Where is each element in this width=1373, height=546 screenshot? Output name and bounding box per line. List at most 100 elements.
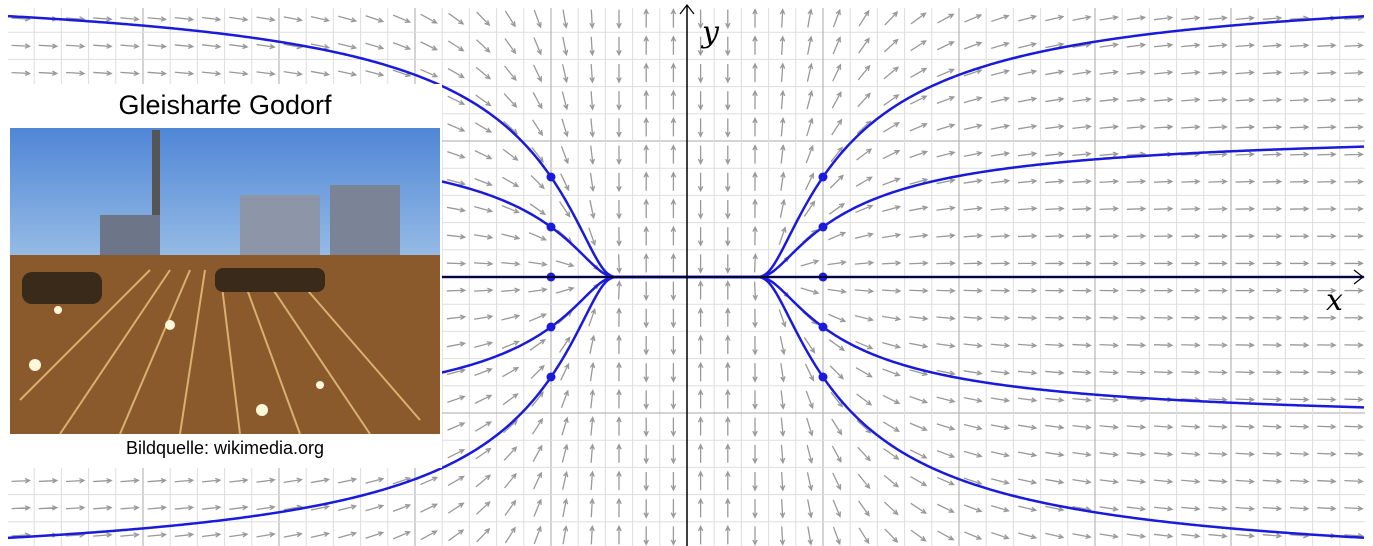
slope-arrow [670, 198, 677, 218]
slope-arrow [670, 8, 677, 28]
slope-arrow [560, 362, 570, 381]
slope-arrow [1317, 478, 1337, 484]
slope-arrow [1072, 397, 1092, 403]
slope-arrow [1153, 451, 1174, 457]
slope-arrow [1181, 97, 1201, 103]
slope-arrow [780, 144, 786, 164]
slope-arrow [643, 35, 649, 55]
slope-arrow [1018, 424, 1038, 431]
slope-arrow [725, 497, 731, 518]
slope-arrow [752, 198, 758, 219]
slope-arrow [1017, 315, 1038, 321]
slope-arrow [1289, 505, 1310, 512]
slope-arrow [528, 313, 548, 322]
slope-arrow [1235, 178, 1256, 185]
slope-arrow [827, 288, 847, 295]
slope-arrow [806, 417, 814, 437]
slope-arrow [806, 90, 814, 110]
slope-arrow [616, 36, 622, 57]
slope-arrow [909, 260, 929, 266]
slope-arrow [1235, 42, 1256, 49]
slope-arrow [1126, 233, 1147, 239]
slope-arrow [365, 42, 385, 50]
slope-arrow [256, 504, 276, 511]
slope-arrow [310, 43, 331, 50]
slope-arrow [1235, 233, 1256, 239]
slope-arrow [501, 287, 521, 293]
slope-arrow [963, 287, 984, 294]
slope-arrow [1235, 315, 1256, 321]
slope-arrow [474, 367, 493, 377]
slope-arrow [725, 307, 731, 327]
slope-arrow [365, 477, 385, 484]
slope-arrow [963, 68, 983, 77]
slope-arrow [1289, 206, 1310, 212]
slope-arrow [832, 63, 842, 82]
slope-arrow [174, 16, 195, 22]
slope-arrow [1045, 14, 1065, 22]
slope-arrow [1181, 424, 1201, 430]
slope-arrow [881, 288, 902, 294]
slope-arrow [1262, 342, 1283, 348]
slope-arrow [1208, 69, 1228, 76]
slope-arrow [779, 8, 786, 28]
slope-arrow [1208, 178, 1228, 185]
slope-arrow [807, 8, 813, 28]
slope-arrow [420, 476, 439, 486]
slope-arrow [1072, 424, 1092, 430]
slope-arrow [1317, 97, 1337, 103]
slope-arrow [1289, 69, 1310, 76]
slope-arrow [831, 418, 843, 436]
slope-arrow [670, 171, 677, 191]
slope-arrow [909, 177, 929, 185]
slope-arrow [1018, 96, 1038, 103]
slope-arrow [365, 15, 385, 23]
slope-arrow [643, 225, 649, 246]
slope-arrow [643, 281, 649, 302]
slope-arrow [1017, 233, 1038, 239]
slope-arrow [147, 70, 168, 77]
slope-arrow [1235, 342, 1256, 348]
slope-arrow [532, 444, 543, 463]
slope-arrow [1099, 42, 1119, 48]
slope-arrow [1099, 233, 1120, 239]
slope-arrow [1099, 124, 1120, 130]
slope-arrow [1208, 287, 1228, 294]
slope-arrow [1072, 478, 1092, 485]
slope-arrow [616, 91, 622, 111]
slope-arrow [1099, 69, 1120, 76]
slope-arrow [1126, 178, 1147, 185]
slope-arrow [883, 94, 900, 106]
slope-arrow [779, 35, 786, 55]
slope-arrow [1018, 532, 1038, 540]
slope-arrow [857, 473, 871, 490]
slope-arrow [1045, 233, 1065, 239]
slope-arrow [589, 145, 596, 166]
slope-arrow [1072, 533, 1092, 540]
slope-arrow [1289, 124, 1310, 130]
slope-arrow [643, 198, 649, 218]
slope-arrow [1344, 260, 1364, 267]
slope-arrow [1045, 178, 1065, 185]
slope-arrow [1072, 14, 1092, 21]
slope-arrow [936, 150, 956, 158]
slope-arrow [725, 118, 731, 138]
slope-arrow [1099, 342, 1120, 348]
slope-arrow [990, 260, 1011, 267]
slope-arrow [725, 91, 731, 111]
slope-arrow [909, 342, 929, 349]
slope-arrow [964, 14, 983, 23]
slope-arrow [752, 499, 758, 519]
slope-arrow [936, 423, 956, 431]
slope-arrow [831, 118, 843, 136]
slope-arrow [857, 446, 871, 462]
slope-arrow [338, 43, 358, 50]
slope-arrow [1126, 478, 1147, 485]
slope-arrow [448, 12, 465, 25]
slope-arrow [501, 233, 521, 241]
slope-arrow [561, 64, 569, 84]
slope-arrow [697, 172, 704, 193]
slope-arrow [1289, 451, 1310, 457]
slope-arrow [882, 232, 902, 239]
slope-arrow [229, 70, 249, 77]
